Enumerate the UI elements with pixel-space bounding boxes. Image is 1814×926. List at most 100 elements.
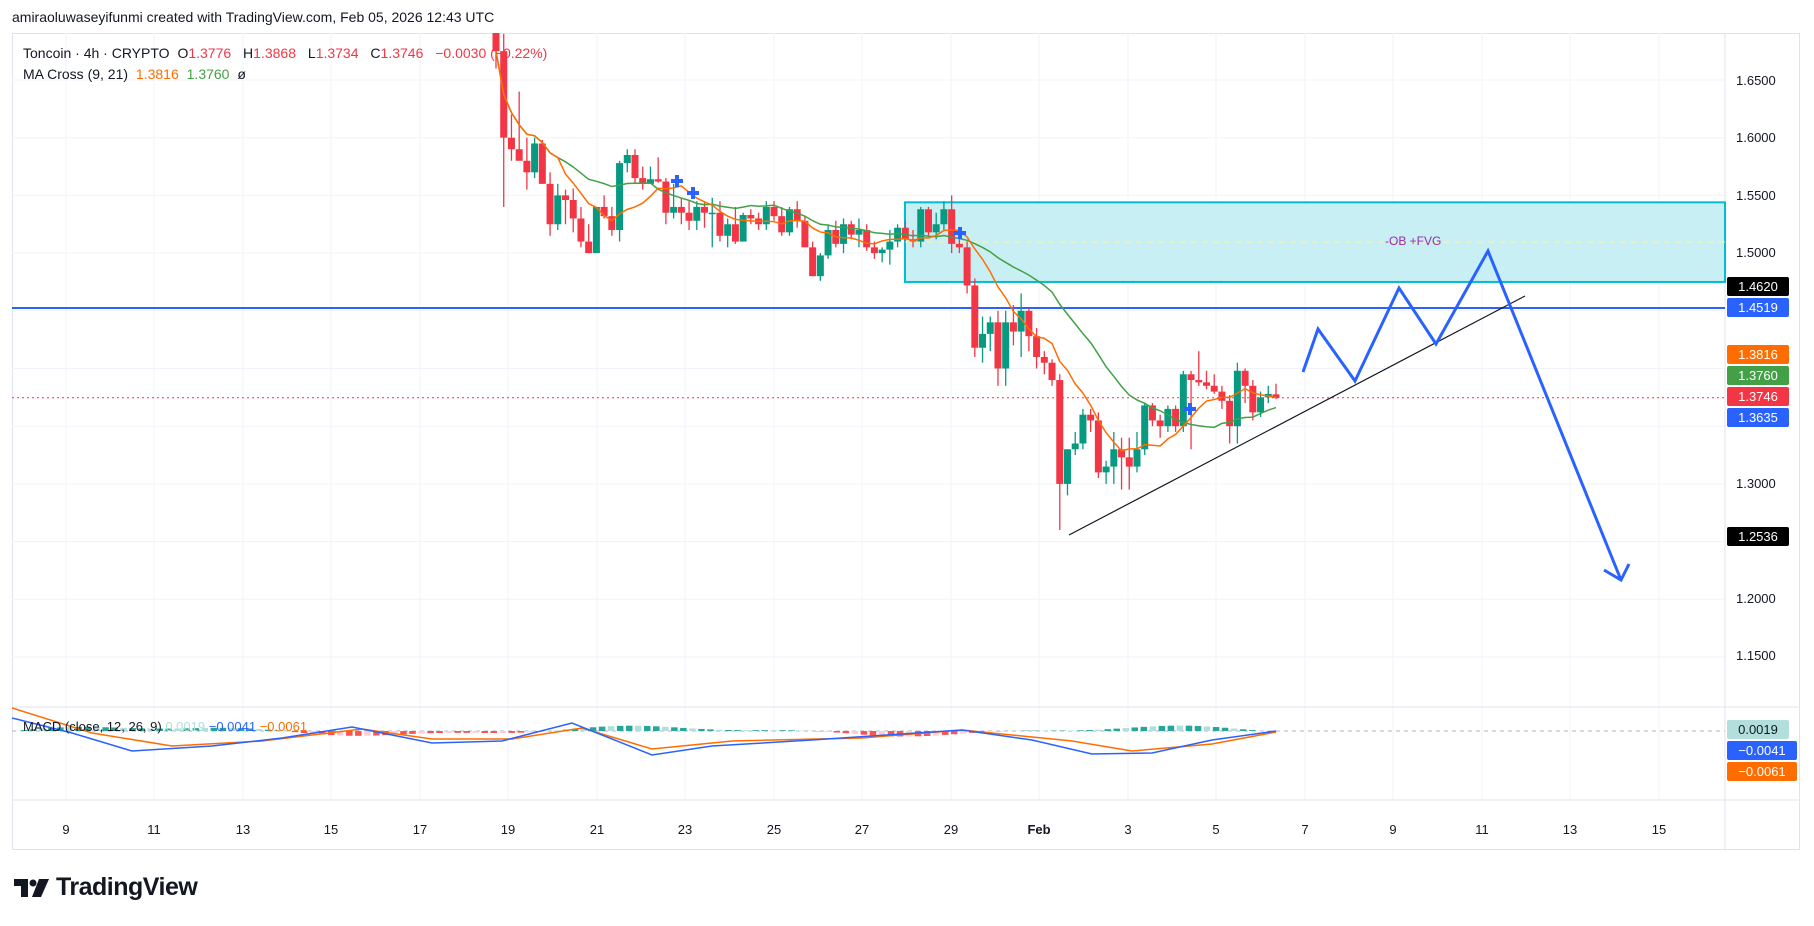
candle-body [1025, 310, 1033, 337]
candle-body [654, 179, 662, 182]
ma-slow-line [495, 51, 1277, 429]
macd-histogram-bar [625, 725, 633, 731]
candle-body [616, 163, 624, 231]
macd-histogram-bar [878, 731, 886, 736]
macd-histogram-bar [662, 726, 669, 731]
macd-histogram-bar [57, 727, 64, 731]
candle-body [1272, 394, 1280, 398]
macd-signal-line [12, 707, 1277, 752]
candle-body [894, 227, 902, 242]
candle-body [1187, 374, 1195, 381]
candle-body [631, 155, 639, 179]
candle-body [971, 285, 979, 348]
macd-histogram-bar [1185, 725, 1193, 731]
candle-body [639, 178, 647, 184]
time-axis-label: 23 [677, 822, 693, 837]
candle-body [1241, 370, 1249, 386]
macd-histogram-bar [66, 727, 73, 731]
macd-histogram-bar [1104, 729, 1111, 731]
macd-histogram-bar [869, 731, 877, 736]
macd-histogram-bar [120, 727, 127, 731]
macd-title[interactable]: MACD (close, 12, 26, 9) [23, 719, 162, 734]
candle-body [793, 209, 801, 221]
macd-histogram-bar [1212, 727, 1220, 731]
macd-histogram-bar [788, 730, 795, 731]
candle-body [646, 179, 654, 184]
chart-credit: amiraoluwaseyifunmi created with Trading… [12, 9, 495, 25]
candle-body [608, 216, 616, 231]
price-chart[interactable] [12, 33, 1800, 850]
candle-body [1179, 374, 1187, 427]
candle-body [1102, 466, 1110, 473]
ma-cross-marker-icon [954, 227, 966, 239]
macd-tag-hist: 0.0019 [1727, 720, 1789, 739]
price-tag-marker: 1.3635 [1727, 408, 1789, 427]
macd-line [12, 717, 1277, 756]
macd-histogram-bar [616, 725, 624, 731]
macd-histogram-bar [183, 728, 191, 731]
price-tag-ma-fast: 1.3816 [1727, 345, 1789, 364]
macd-histogram-bar [671, 727, 678, 731]
time-axis-label: 3 [1124, 822, 1132, 837]
projection-path [1301, 247, 1623, 581]
macd-histogram-bar [1221, 727, 1229, 731]
candle-body [747, 215, 755, 219]
candle-body [917, 209, 925, 242]
candle-body [1071, 443, 1079, 450]
time-axis-label: 11 [1475, 822, 1489, 837]
candle-body [847, 224, 855, 235]
macd-histogram-bar [553, 730, 561, 731]
symbol-title[interactable]: Toncoin · 4h · CRYPTO [23, 45, 170, 61]
macd-histogram-bar [463, 731, 470, 733]
candle-body [1249, 385, 1257, 413]
macd-histogram-bar [571, 728, 579, 731]
candle-body [1118, 449, 1126, 458]
price-tick: 1.6500 [1736, 73, 1776, 88]
ob-fvg-label[interactable]: -OB +FVG [1385, 234, 1442, 248]
candle-body [492, 33, 500, 52]
candle-body [546, 183, 554, 225]
time-axis-label: 29 [943, 822, 959, 837]
macd-histogram-bar [716, 729, 723, 731]
macd-histogram-bar [481, 731, 488, 734]
candle-body [1172, 408, 1180, 427]
macd-histogram-bar [39, 728, 46, 731]
candle-body [932, 224, 940, 233]
macd-histogram-bar [743, 730, 750, 731]
candle-body [515, 149, 523, 161]
macd-histogram-bar [409, 731, 416, 734]
macd-histogram-bar [237, 728, 245, 731]
candle-body [1033, 336, 1041, 357]
macd-histogram-bar [436, 731, 443, 733]
macd-signal-value: −0.0061 [259, 719, 308, 734]
macd-histogram-bar [689, 728, 696, 731]
ma-cross-title[interactable]: MA Cross (9, 21) [23, 66, 129, 82]
price-tick: 1.6000 [1736, 130, 1776, 145]
macd-histogram-bar [1131, 727, 1139, 731]
candle-body [824, 230, 832, 256]
macd-histogram-bar [210, 727, 218, 731]
macd-histogram-bar [752, 730, 759, 731]
price-tick: 1.3000 [1736, 476, 1776, 491]
macd-histogram-bar [219, 727, 227, 731]
macd-hist-value: 0.0019 [165, 719, 206, 734]
trendline [1068, 295, 1526, 536]
candle-body [1233, 370, 1241, 427]
macd-histogram-bar [318, 731, 326, 735]
macd-histogram-bar [102, 727, 109, 731]
macd-legend: MACD (close, 12, 26, 9) 0.0019 −0.0041 −… [23, 719, 307, 734]
candle-body [770, 206, 778, 217]
candle-body [724, 224, 732, 236]
candle-body [1002, 322, 1010, 369]
time-axis-label: 27 [854, 822, 870, 837]
macd-histogram-bar [21, 730, 28, 731]
candle-body [701, 206, 709, 213]
low-value: 1.3734 [315, 45, 359, 61]
macd-histogram-bar [779, 730, 786, 731]
macd-histogram-bar [1158, 725, 1166, 731]
macd-histogram-bar [932, 731, 940, 736]
macd-histogram-bar [725, 729, 732, 731]
macd-histogram-bar [174, 728, 182, 731]
macd-tag-macd: −0.0041 [1727, 741, 1797, 760]
candle-body [1017, 310, 1025, 332]
